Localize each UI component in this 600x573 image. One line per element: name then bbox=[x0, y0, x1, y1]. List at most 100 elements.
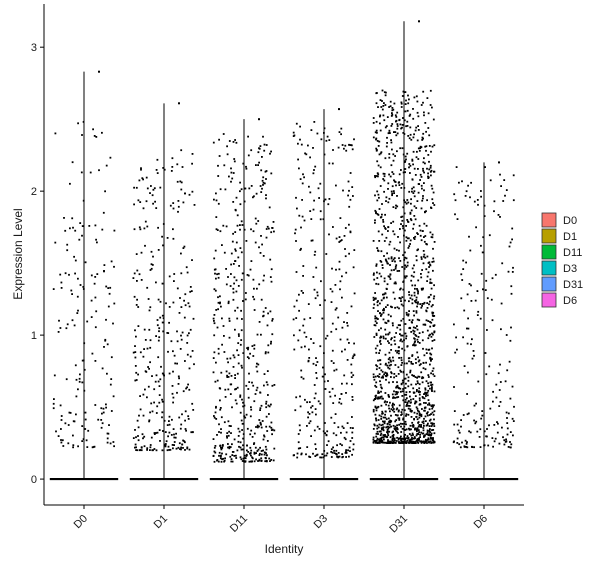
data-point bbox=[433, 170, 435, 173]
data-point bbox=[375, 102, 378, 105]
data-point bbox=[430, 282, 433, 284]
data-point bbox=[396, 150, 398, 153]
data-point bbox=[406, 120, 409, 123]
data-point bbox=[248, 372, 250, 375]
data-point bbox=[413, 341, 416, 344]
data-point bbox=[179, 348, 182, 350]
data-point bbox=[379, 397, 381, 400]
data-point bbox=[324, 432, 326, 435]
data-point bbox=[337, 426, 340, 429]
data-point bbox=[81, 234, 83, 237]
data-point bbox=[509, 431, 512, 433]
legend-label: D31 bbox=[563, 279, 583, 291]
data-point bbox=[397, 391, 399, 394]
data-point bbox=[388, 442, 391, 444]
data-point bbox=[392, 434, 395, 436]
data-point bbox=[338, 268, 341, 271]
data-point bbox=[458, 181, 460, 184]
data-point bbox=[410, 331, 413, 333]
data-point bbox=[415, 335, 418, 337]
data-point bbox=[297, 158, 299, 161]
data-point bbox=[412, 363, 414, 365]
data-point bbox=[247, 451, 250, 453]
data-point bbox=[214, 445, 217, 447]
data-point bbox=[154, 380, 157, 383]
y-tick-label: 1 bbox=[31, 330, 37, 342]
data-point bbox=[419, 229, 422, 232]
data-point bbox=[466, 441, 468, 443]
data-point bbox=[424, 211, 426, 214]
data-point bbox=[406, 345, 409, 348]
data-point bbox=[400, 359, 403, 362]
data-point bbox=[384, 441, 386, 444]
data-point bbox=[261, 179, 264, 182]
data-point bbox=[139, 201, 142, 203]
data-point bbox=[335, 449, 338, 452]
data-point bbox=[375, 332, 378, 335]
data-point bbox=[382, 428, 384, 431]
data-point bbox=[341, 453, 344, 455]
data-point bbox=[156, 172, 159, 174]
data-point bbox=[172, 396, 175, 399]
data-point bbox=[161, 398, 163, 401]
data-point bbox=[348, 342, 350, 344]
data-point bbox=[374, 176, 377, 179]
data-point bbox=[430, 389, 433, 391]
data-point bbox=[378, 391, 380, 394]
data-point bbox=[507, 270, 510, 273]
data-point bbox=[405, 423, 407, 426]
data-point bbox=[387, 226, 390, 229]
data-point bbox=[378, 140, 381, 143]
data-point bbox=[412, 329, 415, 332]
data-point bbox=[401, 390, 404, 393]
data-point bbox=[395, 184, 397, 187]
data-point bbox=[427, 127, 430, 129]
data-point bbox=[408, 439, 411, 441]
data-point bbox=[380, 427, 383, 429]
data-point bbox=[74, 229, 77, 232]
data-point bbox=[214, 289, 217, 292]
data-point bbox=[335, 368, 338, 371]
data-point bbox=[420, 273, 422, 275]
data-point bbox=[374, 297, 377, 300]
data-point bbox=[376, 140, 379, 142]
data-point bbox=[413, 436, 416, 438]
data-point bbox=[469, 249, 472, 252]
data-point bbox=[378, 438, 380, 441]
data-point bbox=[161, 449, 164, 452]
data-point bbox=[509, 339, 512, 342]
data-point bbox=[180, 181, 183, 184]
data-point bbox=[345, 271, 348, 274]
data-point bbox=[380, 432, 383, 435]
data-point bbox=[425, 130, 427, 133]
data-point bbox=[399, 422, 402, 425]
data-point bbox=[423, 442, 426, 444]
data-point bbox=[215, 309, 218, 311]
data-point bbox=[501, 262, 504, 265]
data-point bbox=[425, 440, 428, 442]
data-point bbox=[418, 319, 421, 322]
data-point bbox=[236, 224, 239, 227]
data-point bbox=[386, 116, 389, 118]
data-point bbox=[137, 435, 139, 437]
data-point bbox=[74, 259, 77, 262]
data-point bbox=[425, 412, 428, 415]
data-point bbox=[409, 439, 412, 442]
data-point bbox=[411, 355, 414, 357]
data-point bbox=[146, 396, 148, 399]
data-point bbox=[376, 365, 379, 368]
data-point bbox=[228, 430, 230, 433]
data-point bbox=[422, 429, 425, 432]
data-point bbox=[417, 375, 420, 378]
data-point bbox=[375, 409, 378, 412]
data-point bbox=[344, 438, 347, 441]
data-point bbox=[382, 426, 385, 429]
data-point bbox=[256, 450, 259, 452]
data-point bbox=[61, 439, 64, 442]
data-point bbox=[173, 280, 175, 282]
data-point bbox=[426, 280, 428, 282]
data-point bbox=[108, 292, 111, 295]
data-point bbox=[346, 324, 349, 327]
data-point bbox=[374, 384, 377, 387]
data-point bbox=[159, 316, 162, 319]
